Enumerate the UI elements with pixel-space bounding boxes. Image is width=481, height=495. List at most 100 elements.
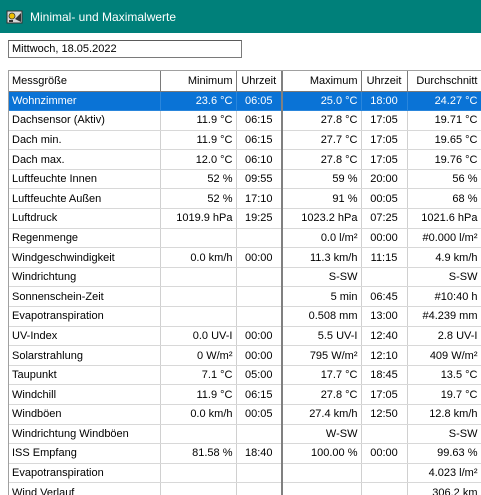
cell-maximum: 91 %	[282, 188, 362, 210]
cell-maximum: 59 %	[282, 169, 362, 190]
cell-maximum: 5.5 UV-I	[282, 326, 362, 347]
table-row[interactable]: Dach max. 12.0 °C 06:10 27.8 °C 17:05 19.76 °…	[9, 149, 481, 170]
cell-messgroesse: Dachsensor (Aktiv)	[9, 110, 161, 131]
table-row[interactable]: Windgeschwindigkeit 0.0 km/h 00:00 11.3 km/…	[9, 247, 481, 268]
table-row[interactable]: Wind Verlauf 306.2 km	[9, 482, 481, 495]
cell-durchschnitt: 19.65 °C	[407, 130, 481, 151]
table-row[interactable]: Regenmenge 0.0 l/m² 00:00 #0.000 l/m²	[9, 228, 481, 249]
cell-minimum: 11.9 °C	[160, 130, 237, 151]
table-row[interactable]: Sonnenschein-Zeit 5 min 06:45 #10:40 h	[9, 286, 481, 308]
cell-uhrzeit-max: 18:00	[361, 91, 408, 112]
cell-uhrzeit-max: 12:40	[361, 326, 408, 347]
cell-messgroesse: Dach max.	[9, 149, 161, 170]
cell-minimum: 11.9 °C	[160, 110, 237, 131]
cell-minimum	[160, 463, 237, 484]
table-row[interactable]: Luftfeuchte Außen 52 % 17:10 91 % 00:05 68 %	[9, 188, 481, 210]
table-row[interactable]: Windchill 11.9 °C 06:15 27.8 °C 17:05 19.7 °C	[9, 384, 481, 405]
cell-messgroesse: Windchill	[9, 384, 161, 405]
table-row[interactable]: Windböen 0.0 km/h 00:05 27.4 km/h 12:50 12.8 …	[9, 404, 481, 425]
cell-uhrzeit-min: 00:05	[236, 404, 283, 425]
table-row[interactable]: Wohnzimmer 23.6 °C 06:05 25.0 °C 18:00 24.27 …	[9, 91, 481, 112]
cell-maximum: 0.0 l/m²	[282, 228, 362, 249]
cell-minimum: 0 W/m²	[160, 345, 237, 366]
cell-minimum: 7.1 °C	[160, 365, 237, 386]
cell-uhrzeit-max: 11:15	[361, 247, 408, 268]
header-durchschnitt[interactable]: Durchschnitt	[407, 71, 481, 92]
cell-uhrzeit-max: 12:50	[361, 404, 408, 425]
cell-messgroesse: Regenmenge	[9, 228, 161, 249]
date-field[interactable]: Mittwoch, 18.05.2022	[8, 40, 242, 58]
cell-durchschnitt: 24.27 °C	[407, 91, 481, 112]
cell-minimum	[160, 286, 237, 308]
cell-uhrzeit-max: 17:05	[361, 149, 408, 170]
cell-uhrzeit-min	[236, 228, 283, 249]
cell-minimum: 81.58 %	[160, 443, 237, 464]
cell-durchschnitt: 4.023 l/m²	[407, 463, 481, 484]
table-row[interactable]: Windrichtung S-SW S-SW	[9, 267, 481, 288]
cell-minimum: 52 %	[160, 169, 237, 190]
header-uhrzeit-min[interactable]: Uhrzeit	[236, 71, 283, 92]
cell-minimum	[160, 306, 237, 327]
cell-durchschnitt: 19.76 °C	[407, 149, 481, 170]
header-maximum[interactable]: Maximum	[282, 71, 362, 92]
header-uhrzeit-max[interactable]: Uhrzeit	[361, 71, 408, 92]
cell-durchschnitt: S-SW	[407, 424, 481, 445]
table-row[interactable]: Windrichtung Windböen W-SW S-SW	[9, 424, 481, 445]
cell-durchschnitt: 1021.6 hPa	[407, 208, 481, 229]
cell-maximum: 100.00 %	[282, 443, 362, 464]
weather-station-icon	[6, 9, 24, 25]
header-messgroesse[interactable]: Messgröße	[9, 71, 161, 92]
cell-uhrzeit-max: 17:05	[361, 130, 408, 151]
cell-maximum	[282, 463, 362, 484]
cell-minimum: 0.0 km/h	[160, 247, 237, 268]
cell-uhrzeit-min	[236, 286, 283, 308]
table-row[interactable]: ISS Empfang 81.58 % 18:40 100.00 % 00:00 99.6…	[9, 443, 481, 464]
cell-messgroesse: UV-Index	[9, 326, 161, 347]
min-max-table[interactable]: Messgröße Minimum Uhrzeit Maximum Uhrzei…	[8, 70, 481, 495]
cell-minimum	[160, 228, 237, 249]
cell-messgroesse: Windrichtung Windböen	[9, 424, 161, 445]
cell-maximum: 0.508 mm	[282, 306, 362, 327]
header-minimum[interactable]: Minimum	[160, 71, 237, 92]
cell-durchschnitt: 12.8 km/h	[407, 404, 481, 425]
cell-durchschnitt: 68 %	[407, 188, 481, 210]
table-row[interactable]: Dach min. 11.9 °C 06:15 27.7 °C 17:05 19.65 °…	[9, 130, 481, 151]
table-row[interactable]: Solarstrahlung 0 W/m² 00:00 795 W/m² 12:10 40…	[9, 345, 481, 366]
cell-messgroesse: Evapotranspiration	[9, 463, 161, 484]
table-row[interactable]: Luftfeuchte Innen 52 % 09:55 59 % 20:00 56 %	[9, 169, 481, 190]
title-bar: Minimal- und Maximalwerte	[0, 0, 481, 33]
cell-minimum: 1019.9 hPa	[160, 208, 237, 229]
cell-uhrzeit-max: 18:45	[361, 365, 408, 386]
cell-durchschnitt: 306.2 km	[407, 482, 481, 495]
cell-durchschnitt: S-SW	[407, 267, 481, 288]
cell-uhrzeit-min: 06:15	[236, 130, 283, 151]
cell-uhrzeit-min: 19:25	[236, 208, 283, 229]
cell-uhrzeit-max: 17:05	[361, 384, 408, 405]
table-row[interactable]: Evapotranspiration 0.508 mm 13:00 #4.239 mm	[9, 306, 481, 327]
cell-minimum: 12.0 °C	[160, 149, 237, 170]
cell-minimum	[160, 424, 237, 445]
window-title: Minimal- und Maximalwerte	[30, 9, 177, 24]
table-row[interactable]: UV-Index 0.0 UV-I 00:00 5.5 UV-I 12:40 2.8 UV…	[9, 326, 481, 347]
table-header: Messgröße Minimum Uhrzeit Maximum Uhrzei…	[9, 71, 481, 92]
cell-durchschnitt: 13.5 °C	[407, 365, 481, 386]
cell-messgroesse: Luftfeuchte Außen	[9, 188, 161, 210]
cell-uhrzeit-min	[236, 482, 283, 495]
cell-uhrzeit-max: 20:00	[361, 169, 408, 190]
cell-durchschnitt: #4.239 mm	[407, 306, 481, 327]
cell-durchschnitt: #10:40 h	[407, 286, 481, 308]
table-row[interactable]: Evapotranspiration 4.023 l/m²	[9, 463, 481, 484]
cell-maximum: 11.3 km/h	[282, 247, 362, 268]
cell-uhrzeit-min: 09:55	[236, 169, 283, 190]
cell-maximum: 5 min	[282, 286, 362, 308]
cell-uhrzeit-min: 18:40	[236, 443, 283, 464]
table-row[interactable]: Taupunkt 7.1 °C 05:00 17.7 °C 18:45 13.5 °C	[9, 365, 481, 386]
cell-minimum: 11.9 °C	[160, 384, 237, 405]
table-row[interactable]: Dachsensor (Aktiv) 11.9 °C 06:15 27.8 °C 17:…	[9, 110, 481, 131]
cell-messgroesse: Dach min.	[9, 130, 161, 151]
cell-maximum: 795 W/m²	[282, 345, 362, 366]
cell-maximum: 27.7 °C	[282, 130, 362, 151]
table-row[interactable]: Luftdruck 1019.9 hPa 19:25 1023.2 hPa 07:25 1…	[9, 208, 481, 229]
cell-maximum: 27.8 °C	[282, 110, 362, 131]
cell-maximum: W-SW	[282, 424, 362, 445]
